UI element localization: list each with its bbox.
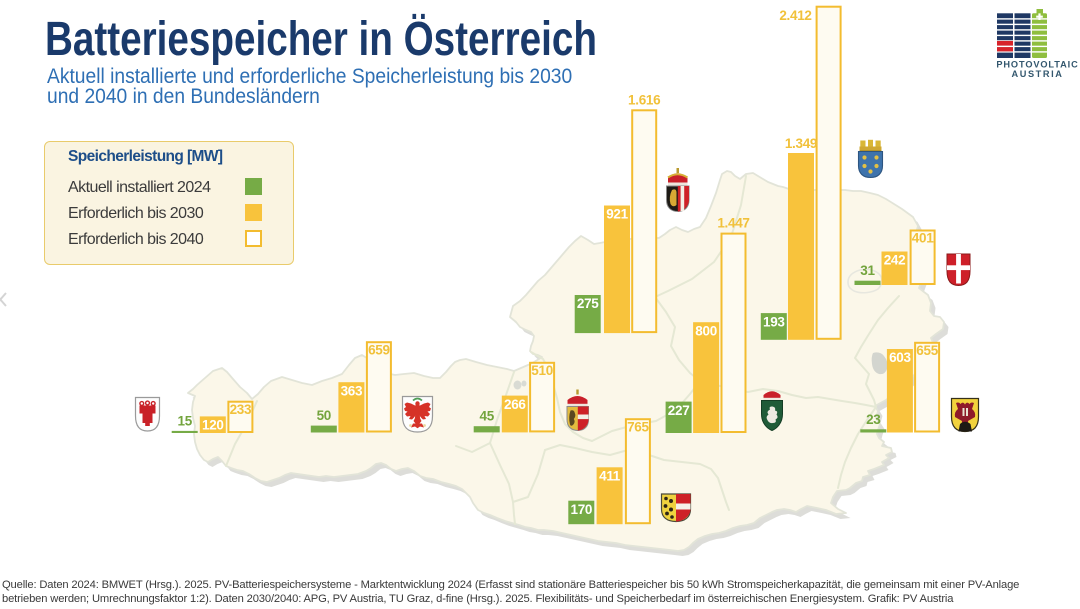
- svg-text:266: 266: [504, 397, 526, 412]
- svg-text:50: 50: [317, 408, 331, 423]
- svg-text:655: 655: [916, 343, 938, 358]
- svg-text:2.412: 2.412: [779, 8, 811, 23]
- svg-text:233: 233: [230, 402, 252, 417]
- svg-text:PHOTOVOLTAIC: PHOTOVOLTAIC: [996, 60, 1078, 70]
- svg-text:170: 170: [570, 502, 592, 517]
- svg-text:AUSTRIA: AUSTRIA: [1011, 69, 1063, 79]
- svg-text:31: 31: [860, 263, 875, 278]
- svg-text:1.349: 1.349: [785, 136, 817, 151]
- svg-text:411: 411: [599, 469, 621, 484]
- svg-text:765: 765: [627, 419, 649, 434]
- svg-text:120: 120: [202, 418, 224, 433]
- svg-text:800: 800: [695, 323, 717, 338]
- svg-text:1.447: 1.447: [717, 216, 749, 231]
- svg-text:275: 275: [577, 296, 599, 311]
- svg-text:603: 603: [889, 350, 911, 365]
- svg-text:15: 15: [177, 413, 192, 428]
- svg-text:45: 45: [479, 409, 494, 424]
- svg-text:363: 363: [341, 383, 363, 398]
- svg-text:193: 193: [763, 314, 785, 329]
- svg-text:227: 227: [668, 403, 690, 418]
- svg-text:401: 401: [912, 231, 934, 246]
- svg-text:510: 510: [531, 363, 553, 378]
- svg-text:242: 242: [884, 253, 906, 268]
- svg-text:23: 23: [866, 412, 881, 427]
- svg-text:659: 659: [368, 342, 390, 357]
- svg-text:1.616: 1.616: [628, 92, 661, 107]
- svg-text:921: 921: [606, 207, 628, 222]
